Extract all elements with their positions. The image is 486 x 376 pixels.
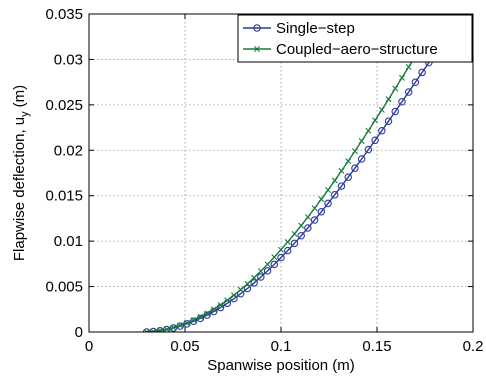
- y-tick-label: 0.01: [54, 233, 83, 250]
- data-point: [311, 205, 318, 212]
- data-point: [197, 313, 204, 320]
- y-tick-label: 0.005: [45, 279, 83, 296]
- data-point: [217, 302, 224, 309]
- data-point: [224, 297, 231, 304]
- data-point: [290, 239, 299, 248]
- data-point: [297, 232, 305, 240]
- data-point: [404, 88, 413, 96]
- data-point: [210, 306, 217, 313]
- data-point: [244, 280, 251, 287]
- data-point: [163, 326, 170, 332]
- data-point: [385, 96, 392, 103]
- data-point: [204, 310, 211, 317]
- legend-swatch-marker: [254, 46, 260, 52]
- data-point: [183, 320, 190, 326]
- x-tick-label: 0.1: [271, 338, 292, 355]
- data-point: [378, 106, 385, 113]
- data-point: [466, 1, 472, 7]
- grid-lines: [89, 14, 473, 332]
- axis-ticks: 0 0.05 0.1 0.15 0.2 0 0.005 0.01 0.015 0.02 0.025 0…: [45, 6, 483, 355]
- y-tick-label: 0: [75, 324, 83, 341]
- data-point: [384, 117, 393, 125]
- x-tick-label: 0.15: [362, 338, 391, 355]
- legend-label: Coupled−aero−structure: [276, 41, 438, 58]
- data-point: [331, 191, 339, 199]
- y-tick-label: 0.015: [45, 188, 83, 205]
- x-tick-label: 0.2: [463, 338, 484, 355]
- legend: Single−step Coupled−aero−structure: [237, 14, 473, 63]
- y-axis-label-subscript: y: [19, 111, 31, 117]
- data-point: [371, 136, 379, 145]
- data-point: [325, 187, 332, 193]
- legend-label: Single−step: [276, 20, 355, 37]
- x-tick-label: 0.05: [170, 338, 199, 355]
- data-point: [170, 324, 177, 331]
- data-point: [391, 107, 399, 116]
- data-point: [310, 216, 319, 224]
- data-point: [337, 182, 346, 190]
- data-point: [291, 230, 298, 237]
- data-point: [338, 167, 345, 174]
- data-point: [150, 328, 157, 332]
- data-point: [318, 196, 325, 203]
- data-point: [345, 158, 352, 165]
- data-point: [317, 208, 326, 216]
- data-point: [365, 127, 372, 134]
- data-point: [411, 78, 420, 86]
- data-point: [398, 98, 406, 106]
- data-point: [372, 117, 379, 124]
- data-point: [344, 173, 352, 181]
- data-point: [405, 63, 412, 70]
- y-axis-label-unit: (m): [11, 85, 28, 108]
- data-point: [243, 284, 252, 293]
- legend-box: [237, 14, 473, 63]
- y-tick-label: 0.02: [54, 142, 83, 159]
- data-point: [157, 327, 164, 332]
- data-point: [351, 164, 359, 172]
- x-axis-label: Spanwise position (m): [207, 357, 355, 374]
- data-point: [358, 138, 365, 145]
- data-point: [284, 238, 291, 245]
- data-point: [250, 279, 258, 287]
- data-point: [351, 148, 358, 155]
- data-point: [392, 85, 399, 92]
- data-point: [143, 329, 150, 332]
- data-point: [277, 253, 285, 262]
- data-point: [378, 127, 386, 135]
- data-point: [271, 254, 278, 261]
- data-point: [470, 0, 476, 2]
- data-point: [264, 261, 271, 268]
- data-point: [237, 286, 244, 293]
- data-point: [324, 199, 332, 208]
- y-tick-label: 0.025: [45, 97, 83, 114]
- data-point: [257, 268, 264, 275]
- y-axis-label-main: Flapwise deflection, u: [11, 117, 28, 261]
- data-point: [190, 317, 197, 324]
- data-point: [418, 68, 426, 77]
- data-point: [251, 274, 258, 281]
- data-point: [298, 222, 305, 229]
- data-point: [331, 177, 338, 184]
- data-point: [177, 322, 184, 329]
- y-tick-label: 0.03: [54, 51, 83, 68]
- data-point: [263, 267, 272, 275]
- data-point: [304, 214, 311, 221]
- y-axis-label: Flapwise deflection, uy (m): [11, 85, 31, 261]
- data-point: [278, 246, 284, 253]
- data-point: [230, 292, 237, 299]
- data-point: [398, 74, 405, 81]
- data-point: [257, 273, 265, 281]
- y-tick-label: 0.035: [45, 6, 83, 23]
- data-point: [283, 246, 292, 255]
- data-point: [270, 260, 279, 269]
- data-point: [304, 224, 312, 232]
- data-point: [364, 145, 373, 154]
- legend-swatch-marker: [253, 24, 261, 32]
- x-tick-label: 0: [85, 338, 93, 355]
- data-point: [446, 0, 451, 4]
- data-point: [357, 155, 366, 163]
